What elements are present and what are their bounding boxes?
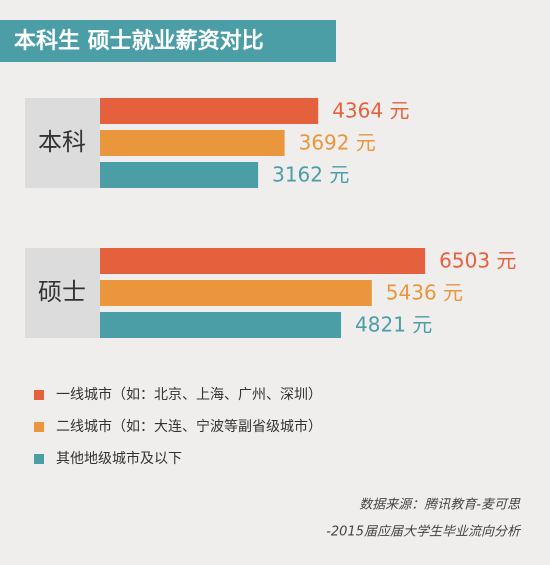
bar xyxy=(100,98,319,124)
value-label: 4364 元 xyxy=(332,99,409,123)
value-label: 3692 元 xyxy=(299,131,376,155)
bar xyxy=(100,130,285,156)
category-label: 本科 xyxy=(38,128,86,156)
source: 数据来源：腾讯教育-麦可思 xyxy=(359,497,521,513)
bar xyxy=(100,280,372,306)
value-label: 4821 元 xyxy=(355,313,432,337)
category-box xyxy=(25,98,100,188)
value-label: 3162 元 xyxy=(272,163,349,187)
category-box xyxy=(25,248,100,338)
bar xyxy=(100,162,259,188)
chart-title: 本科生 硕士就业薪资对比 xyxy=(14,28,264,54)
legend-swatch xyxy=(34,390,44,400)
title-banner xyxy=(0,20,336,62)
legend-label: 二线城市（如：大连、宁波等副省级城市） xyxy=(56,418,322,435)
legend-swatch xyxy=(34,454,44,464)
value-label: 6503 元 xyxy=(439,249,516,273)
category-label: 硕士 xyxy=(38,278,86,306)
bar xyxy=(100,248,426,274)
bar xyxy=(100,312,342,338)
legend-label: 一线城市（如：北京、上海、广州、深圳） xyxy=(56,386,322,403)
legend-label: 其他地级城市及以下 xyxy=(56,450,182,467)
legend-swatch xyxy=(34,422,44,432)
value-label: 5436 元 xyxy=(386,281,463,305)
source: -2015届应届大学生毕业流向分析 xyxy=(326,524,522,540)
